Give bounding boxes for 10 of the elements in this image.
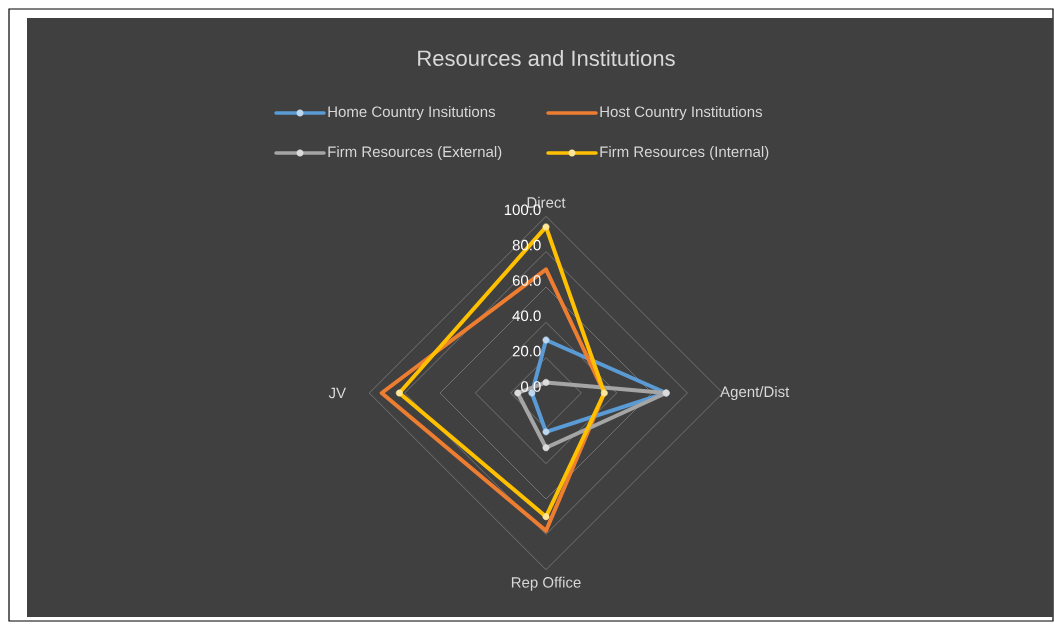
legend-label: Firm Resources (External) [328,146,502,160]
spoke-label: Rep Office [511,576,581,591]
spoke-label: Agent/Dist [720,386,790,400]
legend-label: Home Country Insitutions [328,106,496,120]
y-tick-label: 40.0 [512,310,541,322]
chart-title: Resources and Institutions [418,49,675,67]
y-tick-label: 20.0 [512,345,541,357]
spoke-label: JV [328,387,346,399]
legend-label: Firm Resources (Internal) [600,146,769,160]
legend-label: Host Country Institutions [600,106,763,120]
